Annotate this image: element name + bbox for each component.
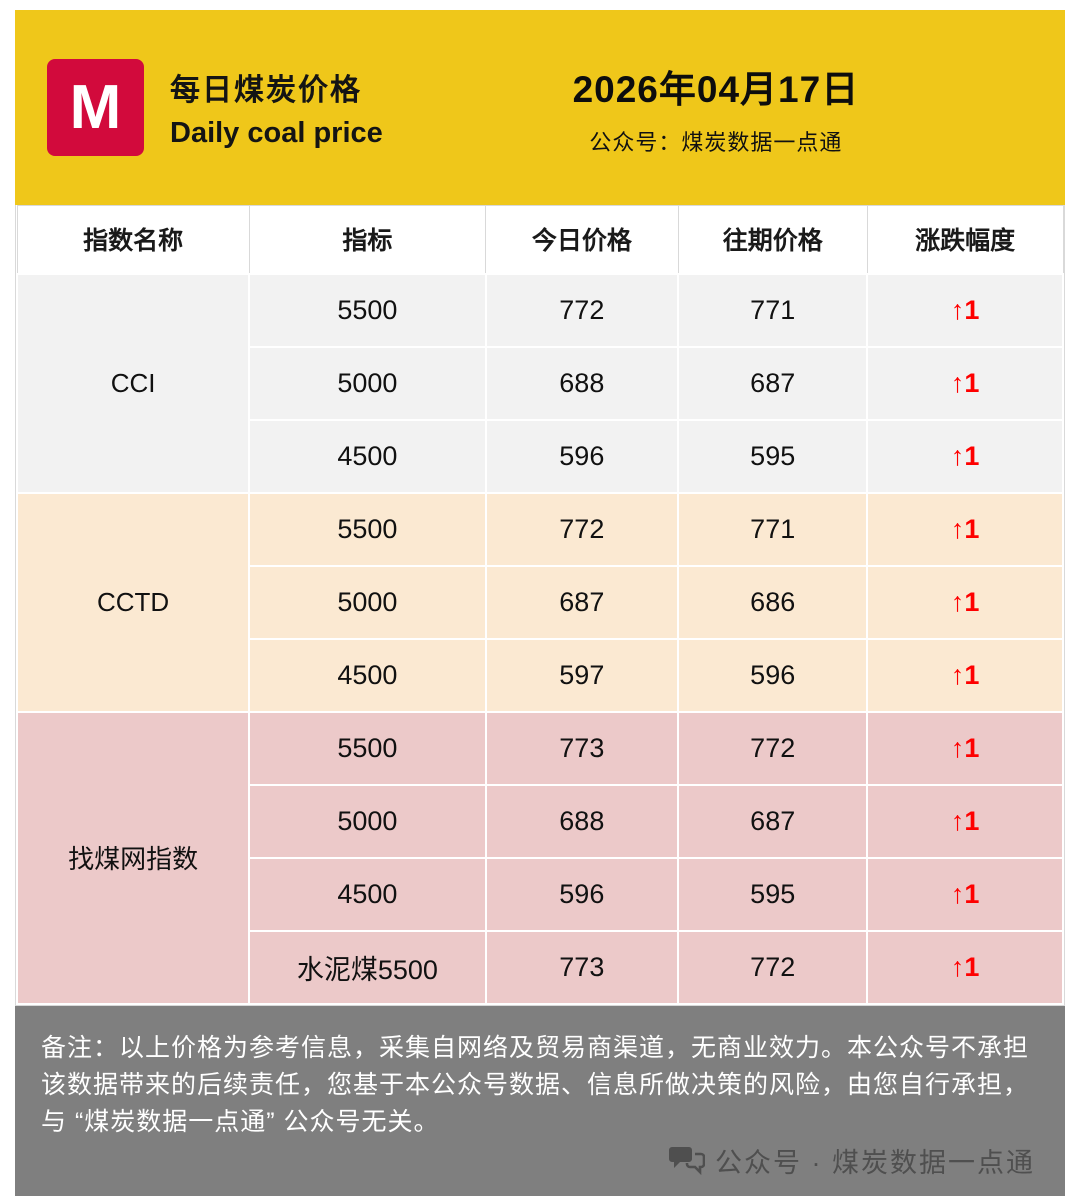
price-table-container: 指数名称 指标 今日价格 往期价格 涨跌幅度 CCI 5500 772 771 … <box>15 205 1065 1006</box>
previous-price-cell: 595 <box>677 856 869 932</box>
table-row: 4500 596 595 ↑1 <box>17 418 1064 494</box>
col-header-today-price: 今日价格 <box>485 205 679 274</box>
brand-titles: 每日煤炭价格 Daily coal price <box>170 65 383 150</box>
previous-price-cell: 686 <box>677 564 869 640</box>
indicator-cell: 水泥煤5500 <box>248 929 487 1005</box>
indicator-cell: 5000 <box>248 783 487 859</box>
today-price-cell: 772 <box>484 272 680 348</box>
brand-title-en: Daily coal price <box>170 117 383 149</box>
change-cell: ↑1 <box>866 929 1064 1005</box>
col-header-index-name: 指数名称 <box>16 205 250 274</box>
group-cell-zhaomei: 找煤网指数 <box>15 710 251 1005</box>
report-date: 2026年04月17日 <box>572 68 860 110</box>
table-row: CCTD 5500 772 771 ↑1 <box>15 491 1064 713</box>
indicator-cell: 5500 <box>248 710 487 786</box>
table-row: 4500 597 596 ↑1 <box>17 637 1064 713</box>
today-price-cell: 772 <box>484 491 680 567</box>
brand-logo: M <box>47 59 144 156</box>
previous-price-cell: 771 <box>677 491 869 567</box>
today-price-cell: 596 <box>484 418 680 494</box>
brand-block: M 每日煤炭价格 Daily coal price <box>15 59 383 156</box>
indicator-cell: 5500 <box>248 272 487 348</box>
today-price-cell: 597 <box>484 637 680 713</box>
change-cell: ↑1 <box>866 272 1064 348</box>
previous-price-cell: 772 <box>677 710 869 786</box>
change-cell: ↑1 <box>866 710 1064 786</box>
today-price-cell: 773 <box>484 710 680 786</box>
change-cell: ↑1 <box>866 418 1064 494</box>
change-cell: ↑1 <box>866 637 1064 713</box>
header-banner: M 每日煤炭价格 Daily coal price 2026年04月17日 公众… <box>15 10 1065 205</box>
today-price-cell: 687 <box>484 564 680 640</box>
previous-price-cell: 596 <box>677 637 869 713</box>
previous-price-cell: 771 <box>677 272 869 348</box>
change-cell: ↑1 <box>866 564 1064 640</box>
watermark-text: 公众号 · 煤炭数据一点通 <box>715 1147 1035 1178</box>
disclaimer-note: 备注：以上价格为参考信息，采集自网络及贸易商渠道，无商业效力。本公众号不承担该数… <box>41 1033 1030 1136</box>
brand-logo-letter: M <box>69 72 122 142</box>
today-price-cell: 688 <box>484 783 680 859</box>
previous-price-cell: 687 <box>677 345 869 421</box>
brand-title-cn: 每日煤炭价格 <box>170 74 362 107</box>
indicator-cell: 5500 <box>248 491 487 567</box>
group-cell-cci: CCI <box>15 272 251 494</box>
chat-bubbles-icon <box>669 1145 705 1175</box>
price-table: 指数名称 指标 今日价格 往期价格 涨跌幅度 CCI 5500 772 771 … <box>15 205 1064 1005</box>
previous-price-cell: 687 <box>677 783 869 859</box>
change-cell: ↑1 <box>866 856 1064 932</box>
table-row: 找煤网指数 5500 773 772 ↑1 <box>15 710 1064 1005</box>
change-cell: ↑1 <box>866 345 1064 421</box>
today-price-cell: 596 <box>484 856 680 932</box>
col-header-change: 涨跌幅度 <box>866 205 1064 274</box>
group-cell-cctd: CCTD <box>15 491 251 713</box>
table-row: 5000 688 687 ↑1 <box>17 783 1064 859</box>
previous-price-cell: 772 <box>677 929 869 1005</box>
watermark: 公众号 · 煤炭数据一点通 <box>41 1141 1035 1184</box>
table-row: 4500 596 595 ↑1 <box>17 856 1064 932</box>
change-cell: ↑1 <box>866 783 1064 859</box>
previous-price-cell: 595 <box>677 418 869 494</box>
date-block: 2026年04月17日 公众号：煤炭数据一点通 <box>383 59 1049 157</box>
table-row: CCI 5500 772 771 ↑1 <box>15 272 1064 494</box>
today-price-cell: 773 <box>484 929 680 1005</box>
today-price-cell: 688 <box>484 345 680 421</box>
table-row: 5000 688 687 ↑1 <box>17 345 1064 421</box>
indicator-cell: 5000 <box>248 564 487 640</box>
col-header-previous-price: 往期价格 <box>677 205 868 274</box>
account-line: 公众号：煤炭数据一点通 <box>589 129 843 155</box>
table-header-row: 指数名称 指标 今日价格 往期价格 涨跌幅度 <box>16 205 1064 274</box>
footer: 备注：以上价格为参考信息，采集自网络及贸易商渠道，无商业效力。本公众号不承担该数… <box>15 1005 1065 1196</box>
table-row: 水泥煤5500 773 772 ↑1 <box>17 929 1064 1005</box>
indicator-cell: 4500 <box>248 418 487 494</box>
indicator-cell: 4500 <box>248 637 487 713</box>
indicator-cell: 4500 <box>248 856 487 932</box>
change-cell: ↑1 <box>866 491 1064 567</box>
col-header-indicator: 指标 <box>248 205 487 274</box>
table-row: 5000 687 686 ↑1 <box>17 564 1064 640</box>
indicator-cell: 5000 <box>248 345 487 421</box>
